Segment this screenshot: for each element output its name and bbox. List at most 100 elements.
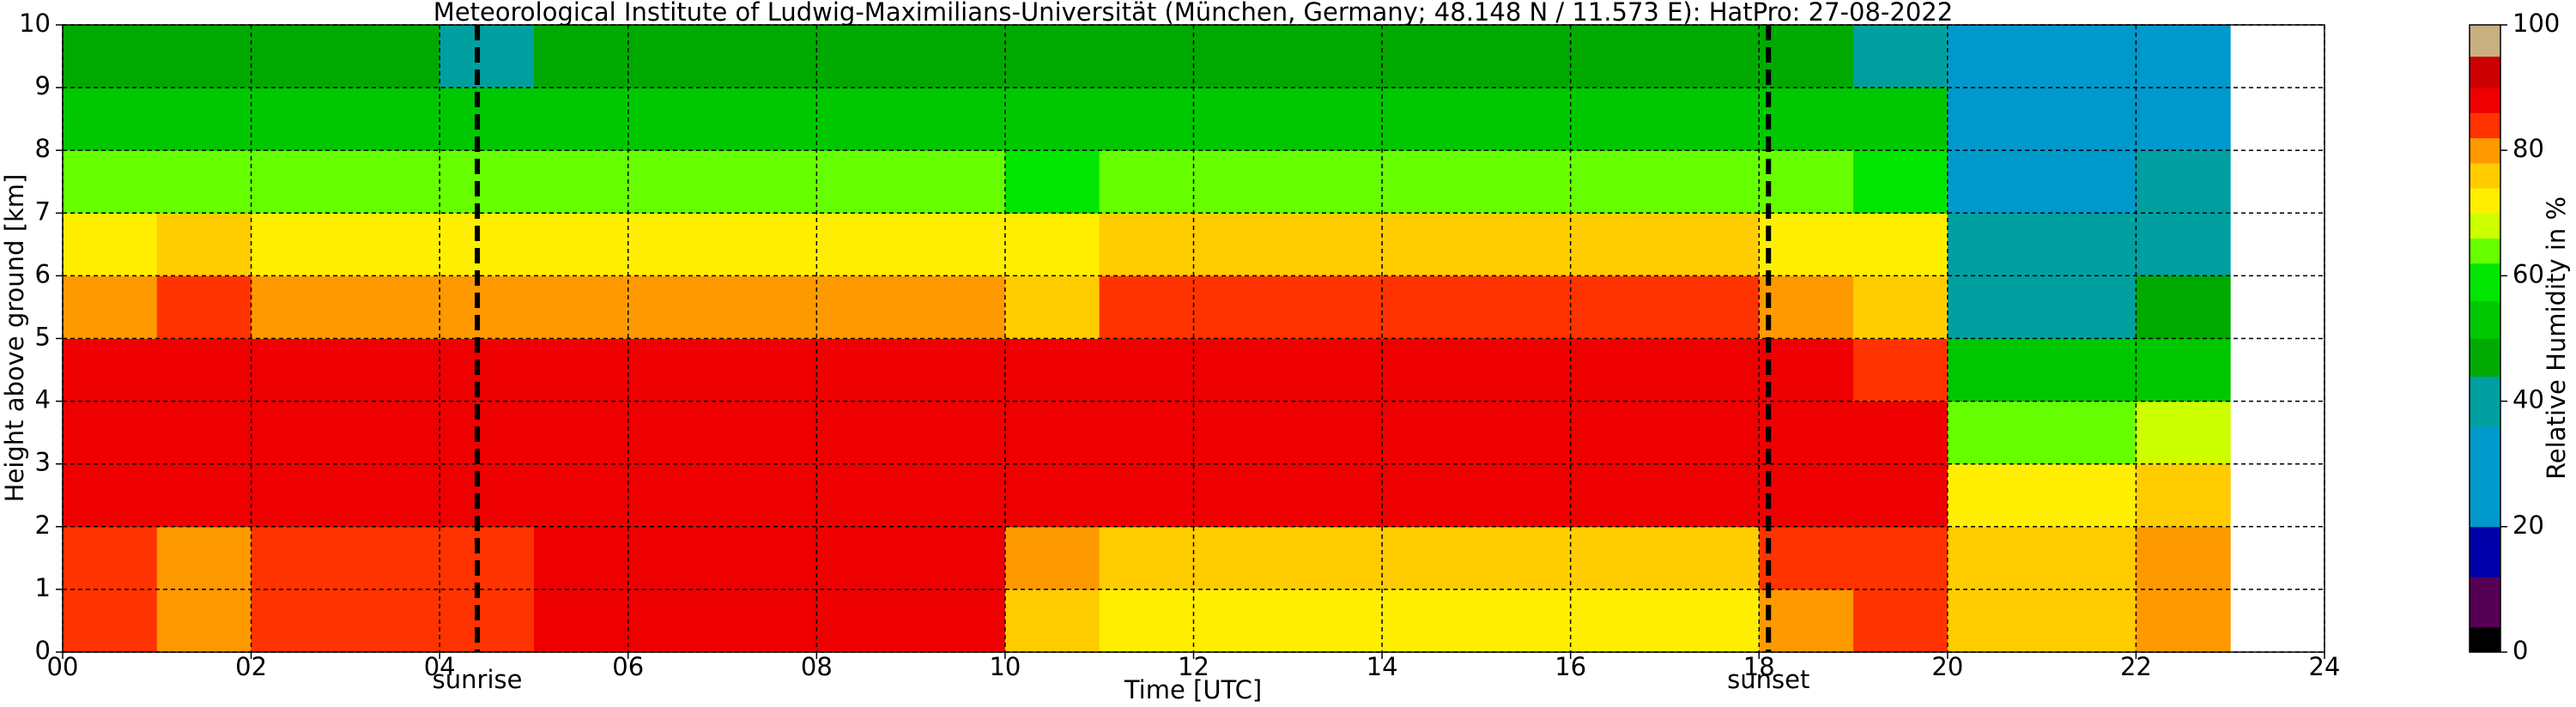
x-tick-label: 04: [424, 652, 456, 681]
heatmap-cell: [1759, 275, 1854, 339]
heatmap-cell: [627, 463, 724, 528]
colorbar-segment: [2470, 426, 2500, 528]
heatmap-cell: [63, 526, 158, 590]
heatmap-cell: [63, 463, 158, 528]
heatmap-cell: [1664, 275, 1760, 339]
heatmap-cell: [1570, 88, 1665, 151]
heatmap-cell: [1382, 338, 1477, 402]
x-tick-label: 02: [235, 652, 267, 681]
heatmap-cell: [1382, 213, 1477, 276]
heatmap-cell: [156, 338, 252, 402]
heatmap-cell: [627, 88, 724, 151]
heatmap-cell: [2041, 338, 2137, 402]
heatmap-cell: [1099, 150, 1194, 214]
colorbar-segment: [2470, 112, 2500, 139]
heatmap-cell: [345, 338, 440, 402]
heatmap-cell: [1288, 25, 1383, 88]
heatmap-cell: [1853, 401, 1949, 465]
heatmap-cell: [627, 150, 724, 214]
heatmap-cell: [1570, 338, 1665, 402]
heatmap-cell: [251, 25, 346, 88]
heatmap-cell: [722, 401, 817, 465]
heatmap-cell: [816, 25, 912, 88]
y-tick-label: 9: [35, 71, 51, 100]
heatmap-cell: [1099, 88, 1194, 151]
heatmap-cell: [2136, 213, 2231, 276]
heatmap-cell: [1853, 150, 1949, 214]
heatmap-cell: [63, 88, 158, 151]
heatmap-cell: [156, 463, 252, 528]
heatmap-cell: [1288, 463, 1383, 528]
heatmap-cell: [1853, 25, 1949, 88]
heatmap-cell: [345, 526, 440, 590]
chart-title: Meteorological Institute of Ludwig-Maxim…: [433, 0, 1953, 27]
heatmap-cell: [1382, 589, 1477, 653]
heatmap-cell: [2041, 88, 2137, 151]
heatmap-cell: [2136, 463, 2231, 528]
heatmap-cell: [1570, 589, 1665, 653]
heatmap-cell: [1193, 338, 1288, 402]
heatmap-cell: [63, 213, 158, 276]
heatmap-cell: [439, 338, 535, 402]
heatmap-cell: [1664, 150, 1760, 214]
heatmap-cell: [63, 589, 158, 653]
colorbar-tick-label: 60: [2512, 259, 2544, 288]
heatmap-cell: [533, 526, 629, 590]
heatmap-cell: [1476, 526, 1572, 590]
x-tick-label: 24: [2309, 652, 2341, 681]
colorbar-segment: [2470, 25, 2500, 57]
heatmap-cell: [1004, 338, 1100, 402]
heatmap-cell: [1193, 401, 1288, 465]
colorbar-segment: [2470, 56, 2500, 88]
heatmap-cell: [1193, 213, 1288, 276]
annotation-label: sunrise: [433, 665, 523, 694]
heatmap-cell: [722, 213, 817, 276]
heatmap-cell: [1570, 463, 1665, 528]
heatmap-cell: [2136, 589, 2231, 653]
heatmap-cell: [2136, 88, 2231, 151]
heatmap-cell: [1099, 213, 1194, 276]
heatmap-cell: [1664, 589, 1760, 653]
x-tick-label: 08: [801, 652, 833, 681]
heatmap-cell: [439, 401, 535, 465]
heatmap-cell: [816, 526, 912, 590]
heatmap-cell: [1004, 401, 1100, 465]
heatmap-cell: [816, 88, 912, 151]
heatmap-cell: [533, 463, 629, 528]
heatmap-cell: [1476, 338, 1572, 402]
y-tick-label: 4: [35, 385, 51, 414]
x-tick-label: 10: [989, 652, 1021, 681]
heatmap-cell: [1382, 463, 1477, 528]
heatmap-cell: [1288, 275, 1383, 339]
heatmap-cell: [251, 88, 346, 151]
heatmap-cell: [533, 88, 629, 151]
heatmap-cell: [1947, 25, 2043, 88]
y-tick-label: 10: [19, 9, 51, 38]
heatmap-cell: [63, 275, 158, 339]
heatmap-cell: [2041, 150, 2137, 214]
heatmap-cell: [1099, 463, 1194, 528]
heatmap-cell: [911, 589, 1006, 653]
heatmap-cell: [345, 275, 440, 339]
colorbar-frame: [2469, 24, 2501, 653]
heatmap-cell: [1004, 275, 1100, 339]
heatmap-cell: [1759, 338, 1854, 402]
heatmap-cell: [1476, 275, 1572, 339]
x-tick-label: 16: [1555, 652, 1586, 681]
heatmap-cell: [2041, 25, 2137, 88]
y-tick-label: 8: [35, 134, 51, 163]
heatmap-cell: [156, 401, 252, 465]
heatmap-cell: [1664, 401, 1760, 465]
heatmap-cell: [1853, 463, 1949, 528]
heatmap-cell: [156, 275, 252, 339]
heatmap-cell: [911, 213, 1006, 276]
heatmap-cell: [627, 338, 724, 402]
heatmap-cell: [1382, 275, 1477, 339]
heatmap-cell: [1476, 589, 1572, 653]
heatmap-cell: [1853, 338, 1949, 402]
heatmap-cell: [722, 589, 817, 653]
heatmap-cell: [63, 338, 158, 402]
heatmap-cell: [1947, 275, 2043, 339]
heatmap-cell: [911, 463, 1006, 528]
heatmap-cell: [1382, 150, 1477, 214]
